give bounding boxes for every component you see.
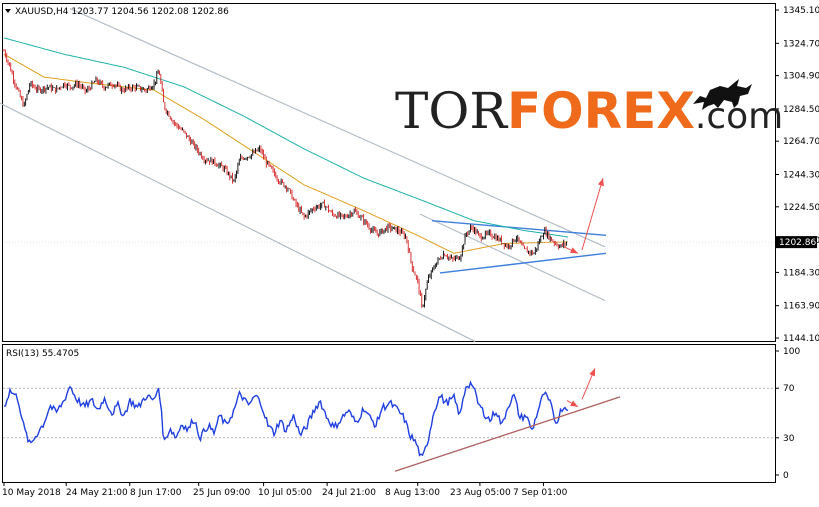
price-axis-label: 1144.10 — [783, 334, 819, 344]
price-axis-label: 1284.50 — [783, 105, 819, 115]
time-axis-label: 24 May 21:00 — [66, 488, 128, 498]
trend-line — [431, 219, 607, 237]
trend-line — [69, 7, 606, 248]
current-price-badge — [775, 236, 817, 249]
trend-line — [439, 252, 607, 274]
forecast-arrow-head — [597, 178, 604, 187]
forecast-arrow-head — [570, 247, 578, 254]
price-axis-label: 1244.30 — [783, 170, 819, 180]
candlestick-series — [3, 49, 567, 308]
rsi-chart-frame — [2, 344, 776, 483]
trend-line — [0, 102, 476, 342]
time-axis-label: 24 Jul 21:00 — [322, 488, 376, 498]
main-chart-frame — [2, 3, 776, 342]
chart-menu-icon — [5, 9, 11, 13]
moving-average-slow — [3, 37, 569, 238]
main-chart-title: XAUUSD,H4 1203.77 1204.56 1202.08 1202.8… — [15, 7, 229, 17]
logo-text-forex: FOREX — [507, 82, 695, 140]
rsi-axis-label: 100 — [783, 347, 800, 357]
rsi-forecast-arrow-head — [589, 368, 595, 377]
logo-text-tor: TOR — [395, 82, 507, 140]
time-axis-label: 8 Jun 17:00 — [130, 488, 182, 498]
price-axis-label: 1264.70 — [783, 137, 819, 147]
rsi-axis-label: 70 — [783, 384, 795, 394]
rsi-trend-line — [394, 396, 621, 472]
trend-line — [419, 213, 606, 302]
time-axis-label: 25 Jun 09:00 — [193, 488, 250, 498]
bull-logo-icon — [693, 79, 752, 110]
rsi-line — [4, 380, 569, 457]
rsi-forecast-arrow-head — [570, 400, 578, 407]
price-axis-label: 1163.90 — [783, 302, 819, 312]
price-axis-label: 1304.90 — [783, 72, 819, 82]
price-axis-label: 1345.10 — [783, 6, 819, 16]
rsi-axis-label: 0 — [783, 471, 789, 481]
time-axis-label: 10 Jul 05:00 — [258, 488, 312, 498]
time-axis-label: 7 Sep 01:00 — [513, 488, 568, 498]
price-axis-label: 1224.50 — [783, 203, 819, 213]
time-axis-label: 10 May 2018 — [2, 488, 61, 498]
forecast-arrow — [581, 178, 604, 251]
moving-average-fast — [3, 53, 568, 254]
rsi-axis-label: 30 — [783, 434, 795, 444]
time-axis-label: 8 Aug 13:00 — [385, 488, 440, 498]
current-price-label: 1202.86 — [779, 238, 816, 248]
time-axis-label: 23 Aug 05:00 — [450, 488, 511, 498]
price-axis-label: 1324.70 — [783, 39, 819, 49]
rsi-chart-title: RSI(13) 55.4705 — [6, 349, 79, 359]
price-axis-label: 1184.30 — [783, 268, 819, 278]
